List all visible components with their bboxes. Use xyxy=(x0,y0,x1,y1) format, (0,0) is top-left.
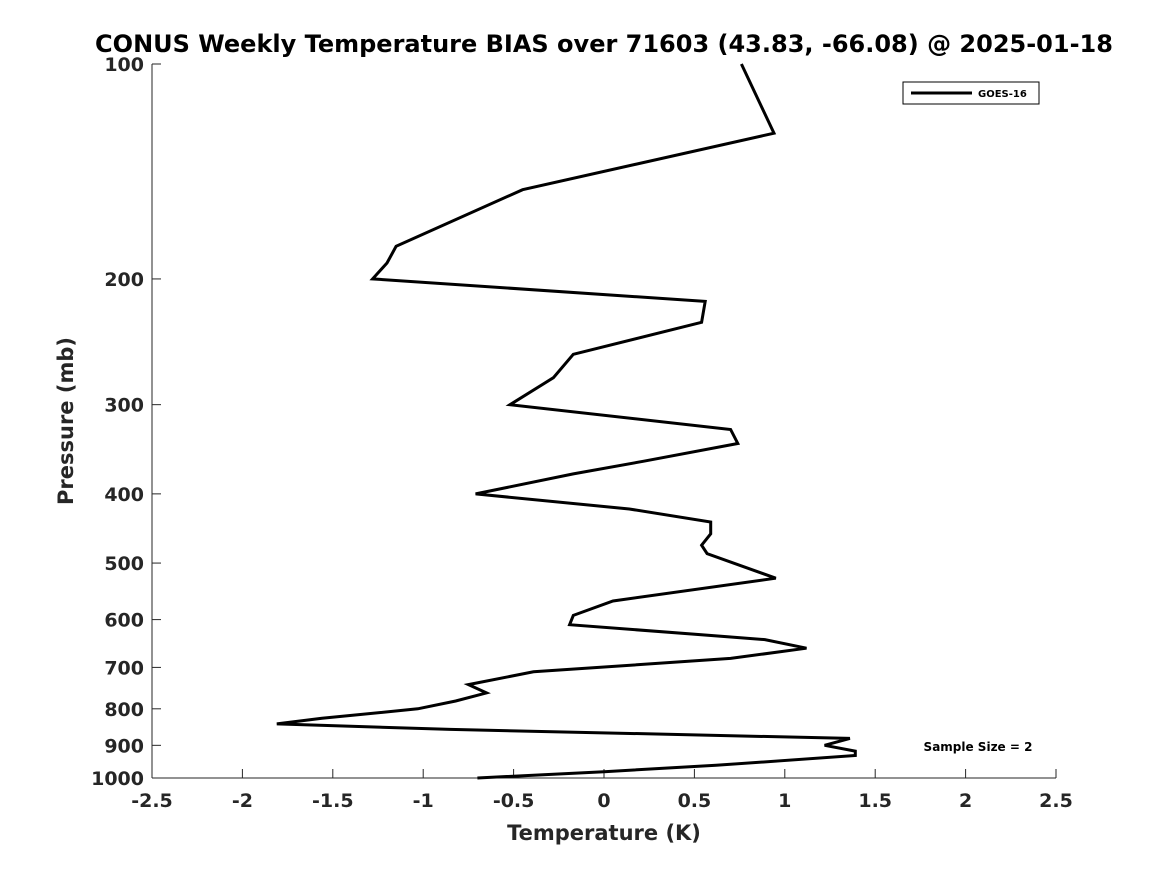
x-tick-label: 1 xyxy=(778,790,791,812)
y-tick-label: 1000 xyxy=(91,768,144,790)
legend-label: GOES-16 xyxy=(978,89,1027,100)
x-tick-label: -2 xyxy=(232,790,253,812)
chart-title: CONUS Weekly Temperature BIAS over 71603… xyxy=(95,30,1113,58)
sample-size-annotation: Sample Size = 2 xyxy=(924,740,1033,754)
y-tick-label: 500 xyxy=(104,553,144,575)
x-tick-label: -0.5 xyxy=(493,790,535,812)
x-tick-label: 0.5 xyxy=(678,790,712,812)
x-tick-label: 2 xyxy=(959,790,972,812)
y-tick-label: 800 xyxy=(104,699,144,721)
series-line-goes-16 xyxy=(276,63,857,780)
y-tick-label: 900 xyxy=(104,735,144,757)
x-tick-label: 2.5 xyxy=(1039,790,1073,812)
x-tick-label: -2.5 xyxy=(131,790,173,812)
x-tick-label: -1.5 xyxy=(312,790,354,812)
x-tick-label: 1.5 xyxy=(858,790,892,812)
y-axis: 100 200 300 400 500 600 700 800 900 1000 xyxy=(91,54,161,790)
y-tick-label: 100 xyxy=(104,54,144,76)
x-tick-label: -1 xyxy=(413,790,434,812)
legend: GOES-16 xyxy=(902,81,1040,105)
series-layer xyxy=(276,63,857,780)
y-tick-label: 200 xyxy=(104,269,144,291)
y-tick-label: 600 xyxy=(104,610,144,632)
y-tick-label: 300 xyxy=(104,395,144,417)
x-axis: -2.5 -2 -1.5 -1 -0.5 0 0.5 1 1.5 2 2.5 xyxy=(131,769,1073,812)
y-tick-label: 700 xyxy=(104,657,144,679)
y-axis-label: Pressure (mb) xyxy=(54,337,78,505)
x-axis-label: Temperature (K) xyxy=(507,821,701,845)
y-tick-label: 400 xyxy=(104,484,144,506)
x-tick-label: 0 xyxy=(597,790,610,812)
